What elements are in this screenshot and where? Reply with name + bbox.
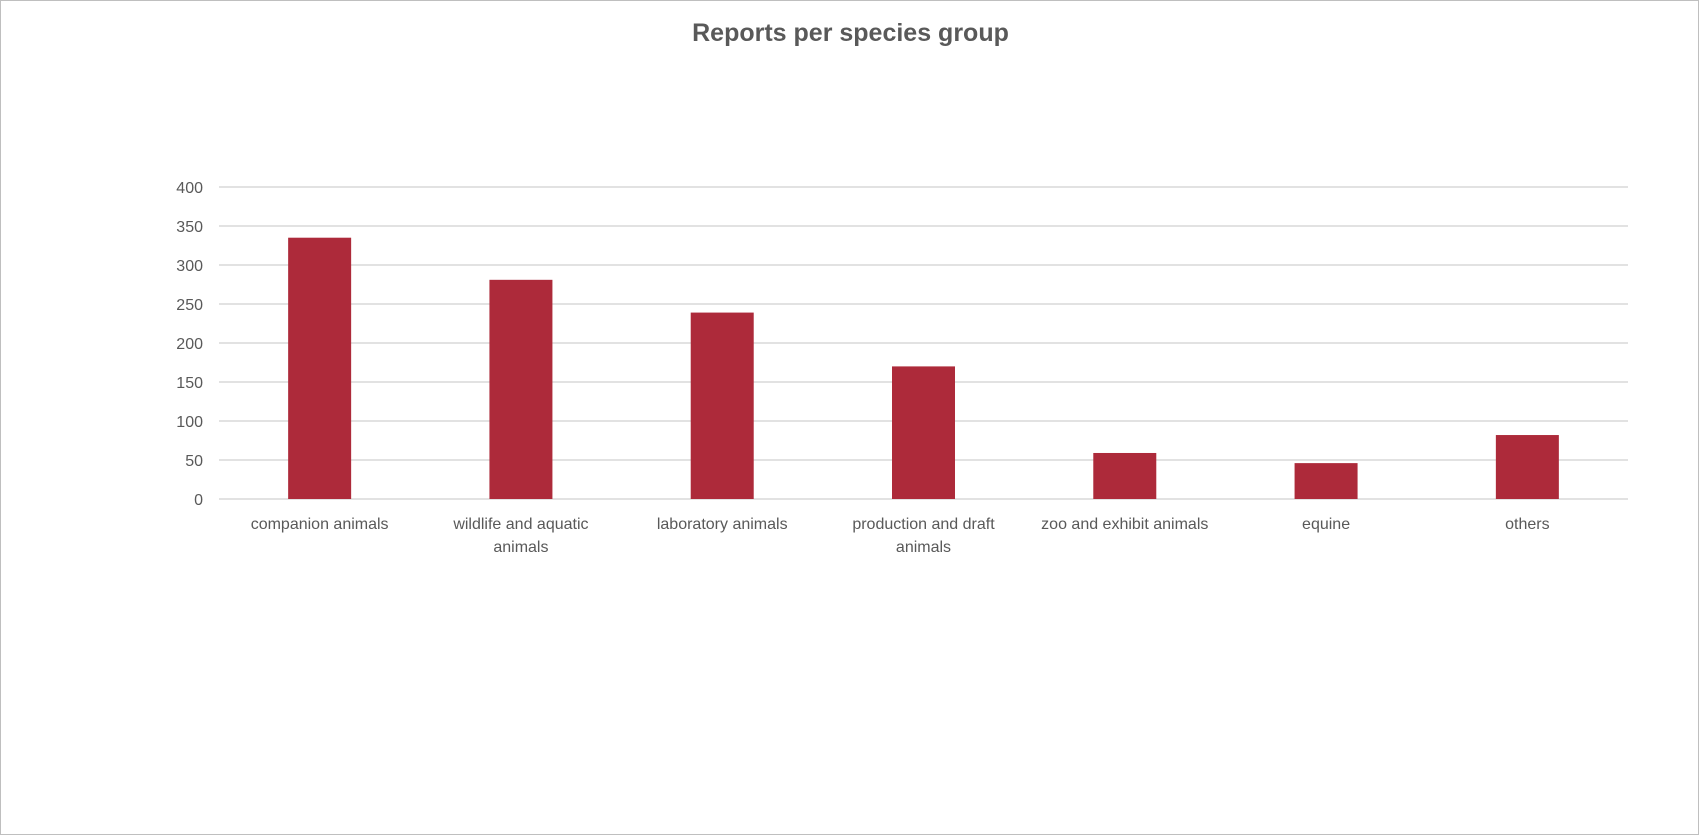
y-tick-label: 200 xyxy=(176,336,203,353)
y-tick-label: 400 xyxy=(176,180,203,197)
y-tick-label: 150 xyxy=(176,375,203,392)
x-tick-label-line: animals xyxy=(493,539,548,556)
y-tick-label: 0 xyxy=(194,492,203,509)
y-tick-label: 250 xyxy=(176,297,203,314)
x-tick-label-line: wildlife and aquatic xyxy=(452,516,588,533)
x-tick-label-line: animals xyxy=(896,539,951,556)
x-tick-label: equine xyxy=(1302,516,1350,533)
bar xyxy=(288,237,352,499)
x-tick-label-line: laboratory animals xyxy=(657,516,788,533)
x-tick-label-line: zoo and exhibit animals xyxy=(1041,516,1208,533)
x-tick-label: laboratory animals xyxy=(657,516,788,533)
x-tick-label: zoo and exhibit animals xyxy=(1041,516,1208,533)
y-axis-tick-labels: 0 50 100 150 200 250 300 350 400 xyxy=(176,180,203,509)
bar xyxy=(892,366,955,499)
y-tick-label: 350 xyxy=(176,219,203,236)
chart-title: Reports per species group xyxy=(692,19,1009,47)
bar xyxy=(1093,452,1157,499)
y-tick-label: 100 xyxy=(176,414,203,431)
x-tick-label-line: production and draft xyxy=(852,516,995,533)
x-tick-label-line: others xyxy=(1505,516,1549,533)
x-tick-label-line: companion animals xyxy=(251,516,389,533)
x-axis-tick-labels: companion animals wildlife and aquatic ani… xyxy=(251,516,1550,556)
x-tick-label: others xyxy=(1505,516,1549,533)
bar xyxy=(1495,435,1559,499)
x-tick-label: companion animals xyxy=(251,516,389,533)
x-tick-label: wildlife and aquatic animals xyxy=(452,516,588,556)
x-tick-label-line: equine xyxy=(1302,516,1350,533)
y-tick-label: 300 xyxy=(176,258,203,275)
bar xyxy=(489,279,553,499)
bar xyxy=(690,312,754,499)
bars xyxy=(288,237,1559,499)
y-tick-label: 50 xyxy=(185,453,203,470)
x-tick-label: production and draft animals xyxy=(852,516,995,556)
bar xyxy=(1294,463,1358,499)
